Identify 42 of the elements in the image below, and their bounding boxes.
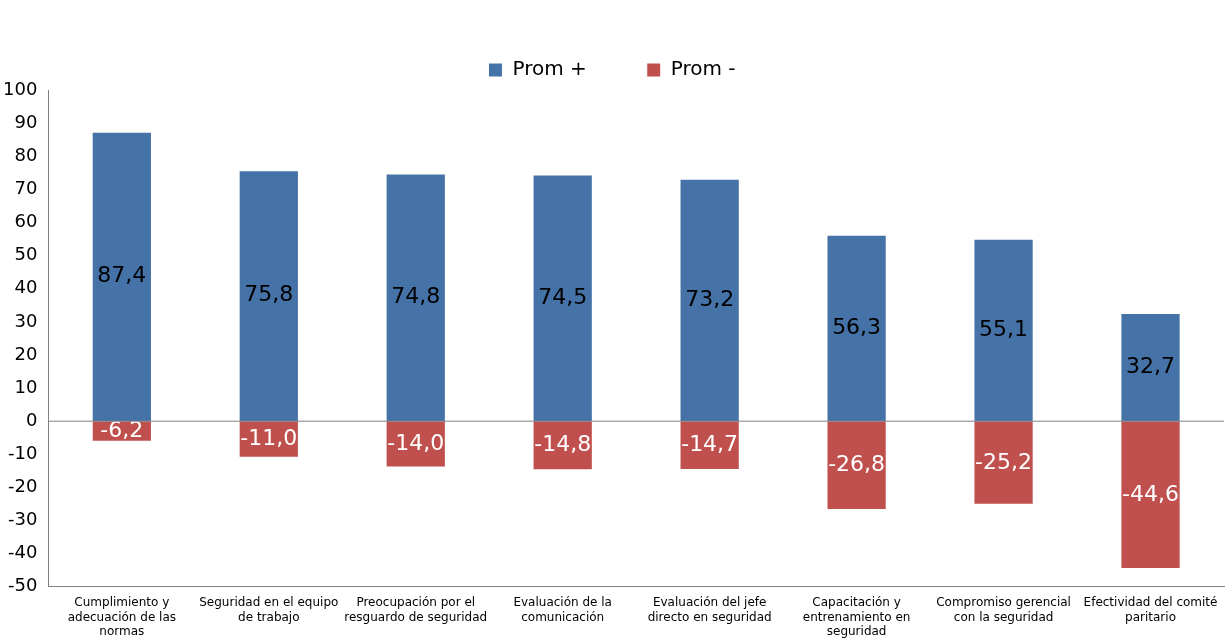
y-tick-label: 70 [14,177,38,199]
x-tick-label: Evaluación del jefe directo en seguridad [647,595,772,624]
y-tick-label: 80 [14,143,38,165]
y-tick-label: 60 [14,210,38,232]
y-tick-label: -50 [7,574,38,596]
x-tick-label: Evaluación de la comunicación [513,595,612,624]
data-label: 74,5 [538,283,588,309]
y-tick-label: -20 [7,475,38,497]
y-tick-label: 50 [14,243,38,265]
x-tick-label: Cumplimiento y adecuación de las normas [67,595,177,638]
data-label: -26,8 [828,451,886,477]
y-tick-label: 100 [3,77,38,99]
legend-label: Prom - [670,56,736,81]
x-tick-label: Capacitación y entrenamiento en seguridad [802,595,911,638]
y-tick-label: -30 [7,508,38,530]
x-tick-label: Efectividad del comité paritario [1083,595,1218,624]
y-tick-label: 90 [14,110,38,132]
data-label: 55,1 [979,315,1029,341]
data-label: 32,7 [1126,352,1176,378]
y-tick-label: 10 [14,375,38,397]
y-tick-label: 0 [25,408,38,430]
y-tick-label: -10 [7,441,38,463]
data-label: -14,7 [681,431,739,457]
x-tick-label: Preocupación por el resguardo de seguridad [344,595,488,624]
data-label: 74,8 [391,283,441,309]
data-label: 87,4 [97,262,147,288]
x-tick-label: Compromiso gerencial con la seguridad [936,595,1071,624]
y-tick-label: -40 [7,541,38,563]
data-label: -44,6 [1122,480,1179,506]
data-label: -25,2 [975,448,1033,474]
data-label: 56,3 [832,313,882,339]
data-label: 75,8 [244,281,294,307]
y-tick-label: 30 [14,309,38,331]
y-tick-label: 20 [14,342,38,364]
y-tick-label: 40 [14,276,38,298]
data-label: -11,0 [240,425,298,451]
data-label: 73,2 [685,285,735,311]
data-label: -14,0 [387,430,445,456]
x-tick-label: Seguridad en el equipo de trabajo [199,595,339,624]
legend-label: Prom + [512,56,587,81]
data-label: -14,8 [534,431,592,457]
data-label: -6,2 [100,417,144,443]
